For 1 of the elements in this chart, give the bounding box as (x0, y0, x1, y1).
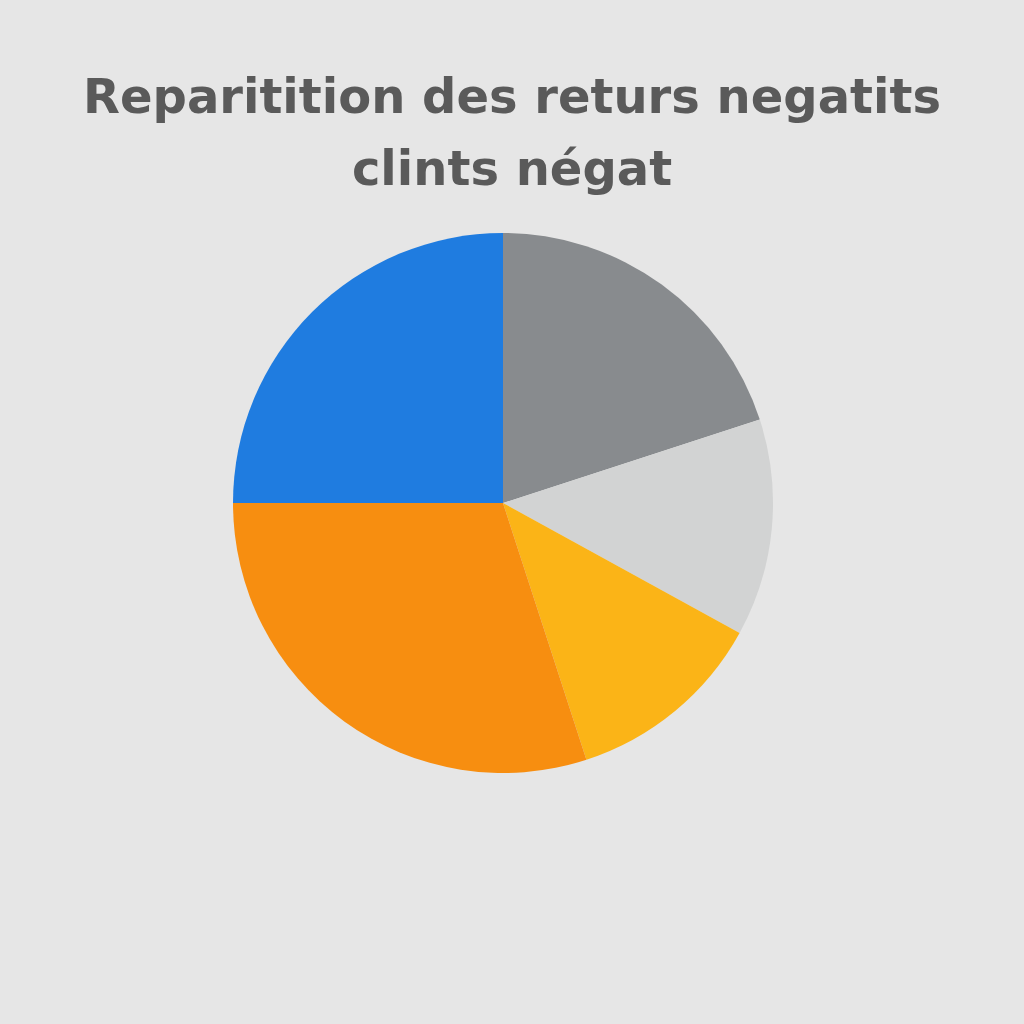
chart-title: Reparitition des returs negatits clints négat (83, 68, 941, 196)
